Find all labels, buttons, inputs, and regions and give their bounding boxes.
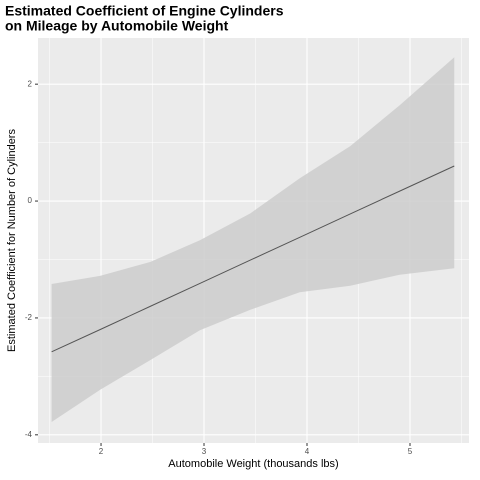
x-tick-label: 5	[408, 447, 413, 456]
y-axis-label: Estimated Coefficient for Number of Cyli…	[6, 129, 18, 352]
x-tick-label: 3	[202, 447, 207, 456]
x-tick-label: 2	[99, 447, 104, 456]
x-axis-label: Automobile Weight (thousands lbs)	[168, 458, 338, 470]
y-tick-label: 0	[28, 196, 33, 205]
y-tick-label: 2	[28, 79, 33, 88]
y-tick-label: -2	[25, 313, 33, 322]
estimate-line	[51, 165, 455, 353]
x-tick-label: 4	[305, 447, 310, 456]
y-tick-label: -4	[25, 430, 33, 439]
confidence-band	[51, 57, 455, 422]
chart-title: on Mileage by Automobile Weight	[5, 18, 229, 34]
chart-title: Estimated Coefficient of Engine Cylinder…	[5, 3, 284, 19]
